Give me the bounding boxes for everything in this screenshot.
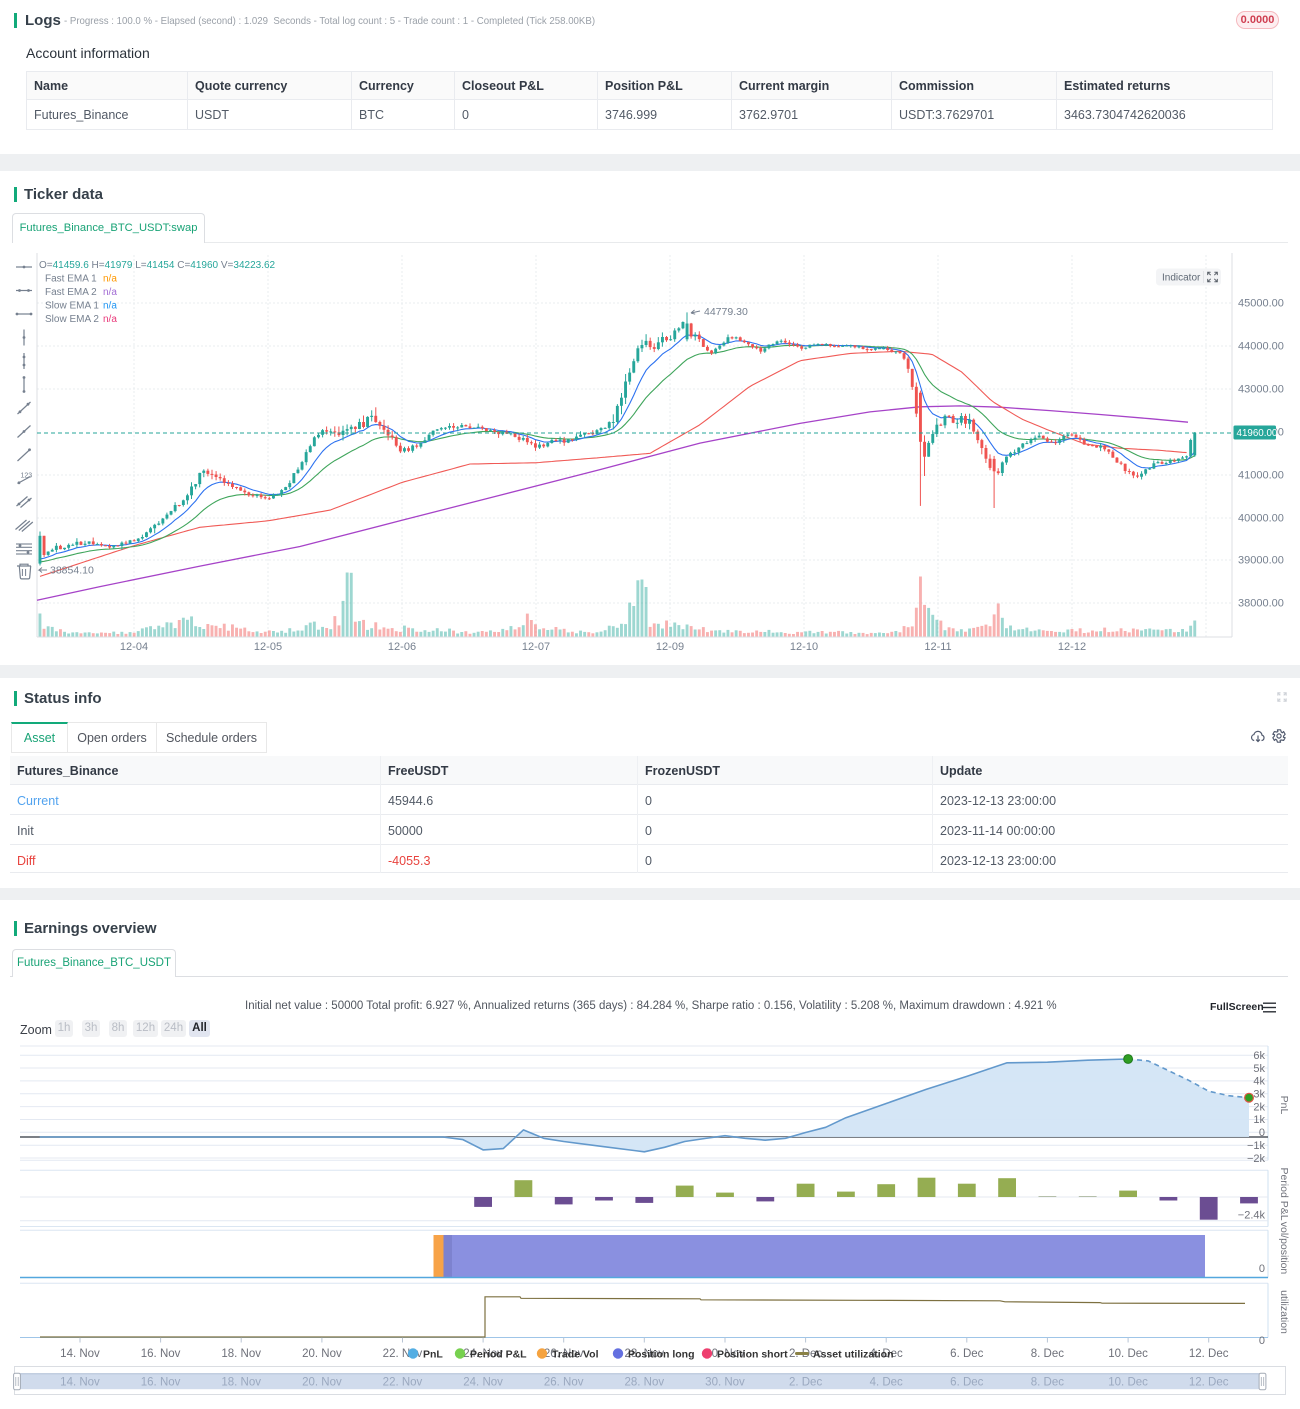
svg-text:123: 123 (21, 473, 33, 480)
svg-text:Slow EMA 1: Slow EMA 1 (45, 301, 99, 312)
svg-text:41000.00: 41000.00 (1238, 470, 1284, 482)
svg-text:4. Dec: 4. Dec (870, 1348, 903, 1360)
svg-text:PnL: PnL (423, 1349, 443, 1361)
svg-text:8. Dec: 8. Dec (1031, 1348, 1064, 1360)
svg-text:8. Dec: 8. Dec (1031, 1377, 1064, 1389)
svg-text:43000.00: 43000.00 (1238, 384, 1284, 396)
svg-text:4k: 4k (1253, 1076, 1265, 1088)
svg-text:2. Dec: 2. Dec (789, 1377, 822, 1389)
svg-text:3k: 3k (1253, 1089, 1265, 1101)
svg-text:12-10: 12-10 (790, 641, 818, 653)
svg-text:−2.4k: −2.4k (1238, 1210, 1266, 1222)
svg-text:20. Nov: 20. Nov (302, 1377, 342, 1389)
svg-text:18. Nov: 18. Nov (221, 1348, 261, 1360)
svg-text:2k: 2k (1253, 1101, 1265, 1113)
svg-text:26. Nov: 26. Nov (544, 1348, 584, 1360)
svg-text:Position long: Position long (628, 1349, 695, 1361)
svg-text:n/a: n/a (103, 301, 117, 312)
svg-text:1k: 1k (1253, 1114, 1265, 1126)
svg-text:28. Nov: 28. Nov (624, 1348, 664, 1360)
svg-text:n/a: n/a (103, 274, 117, 285)
svg-text:O=41459.6 H=41979 L=41454 C=41: O=41459.6 H=41979 L=41454 C=41960 V=3422… (39, 260, 276, 271)
svg-text:0: 0 (1259, 1263, 1265, 1275)
svg-text:6. Dec: 6. Dec (950, 1348, 983, 1360)
svg-text:26. Nov: 26. Nov (544, 1377, 584, 1389)
svg-text:39000.00: 39000.00 (1238, 555, 1284, 567)
svg-text:−1k: −1k (1247, 1140, 1266, 1152)
svg-text:16. Nov: 16. Nov (141, 1377, 181, 1389)
svg-text:12-04: 12-04 (120, 641, 148, 653)
svg-text:Period P&L: Period P&L (470, 1349, 527, 1361)
svg-text:PnL: PnL (1278, 1096, 1290, 1115)
svg-text:Slow EMA 2: Slow EMA 2 (45, 314, 99, 325)
svg-text:12-07: 12-07 (522, 641, 550, 653)
svg-text:vol/position: vol/position (1278, 1222, 1290, 1275)
svg-text:30. Nov: 30. Nov (705, 1348, 745, 1360)
svg-text:n/a: n/a (103, 314, 117, 325)
svg-text:12-09: 12-09 (656, 641, 684, 653)
svg-text:12-06: 12-06 (388, 641, 416, 653)
svg-text:14. Nov: 14. Nov (60, 1377, 100, 1389)
svg-text:30. Nov: 30. Nov (705, 1377, 745, 1389)
svg-text:24. Nov: 24. Nov (463, 1377, 503, 1389)
svg-text:44000.00: 44000.00 (1238, 341, 1284, 353)
svg-text:n/a: n/a (103, 287, 117, 298)
svg-text:12-11: 12-11 (924, 641, 951, 653)
svg-text:Position short: Position short (717, 1349, 788, 1361)
svg-text:4. Dec: 4. Dec (870, 1377, 903, 1389)
svg-text:6. Dec: 6. Dec (950, 1377, 983, 1389)
svg-text:10. Dec: 10. Dec (1108, 1377, 1148, 1389)
svg-text:0: 0 (1259, 1335, 1265, 1347)
svg-text:12-05: 12-05 (254, 641, 282, 653)
svg-text:38854.10: 38854.10 (50, 565, 94, 577)
svg-text:0: 0 (1259, 1127, 1265, 1139)
svg-text:44779.30: 44779.30 (704, 306, 748, 318)
svg-text:utilization: utilization (1278, 1290, 1290, 1334)
svg-text:Fast EMA 1: Fast EMA 1 (45, 274, 97, 285)
svg-text:12-12: 12-12 (1058, 641, 1086, 653)
svg-text:Asset utilization: Asset utilization (813, 1349, 894, 1361)
svg-text:40000.00: 40000.00 (1238, 513, 1284, 525)
svg-text:6k: 6k (1253, 1050, 1265, 1062)
svg-text:Indicator: Indicator (1162, 273, 1201, 284)
svg-text:45000.00: 45000.00 (1238, 298, 1284, 310)
svg-text:12. Dec: 12. Dec (1189, 1348, 1229, 1360)
svg-text:14. Nov: 14. Nov (60, 1348, 100, 1360)
svg-text:Fast EMA 2: Fast EMA 2 (45, 287, 97, 298)
svg-text:5k: 5k (1253, 1063, 1265, 1075)
svg-text:28. Nov: 28. Nov (624, 1377, 664, 1389)
svg-text:Period P&L: Period P&L (1278, 1167, 1290, 1220)
svg-text:Trade Vol: Trade Vol (552, 1349, 599, 1361)
svg-text:12. Dec: 12. Dec (1189, 1377, 1229, 1389)
svg-text:16. Nov: 16. Nov (141, 1348, 181, 1360)
svg-text:−2k: −2k (1247, 1153, 1266, 1165)
svg-text:38000.00: 38000.00 (1238, 598, 1284, 610)
svg-text:24. Nov: 24. Nov (463, 1348, 503, 1360)
svg-text:18. Nov: 18. Nov (221, 1377, 261, 1389)
svg-text:10. Dec: 10. Dec (1108, 1348, 1148, 1360)
svg-text:22. Nov: 22. Nov (383, 1377, 423, 1389)
svg-text:41960.00: 41960.00 (1237, 428, 1278, 439)
svg-text:20. Nov: 20. Nov (302, 1348, 342, 1360)
